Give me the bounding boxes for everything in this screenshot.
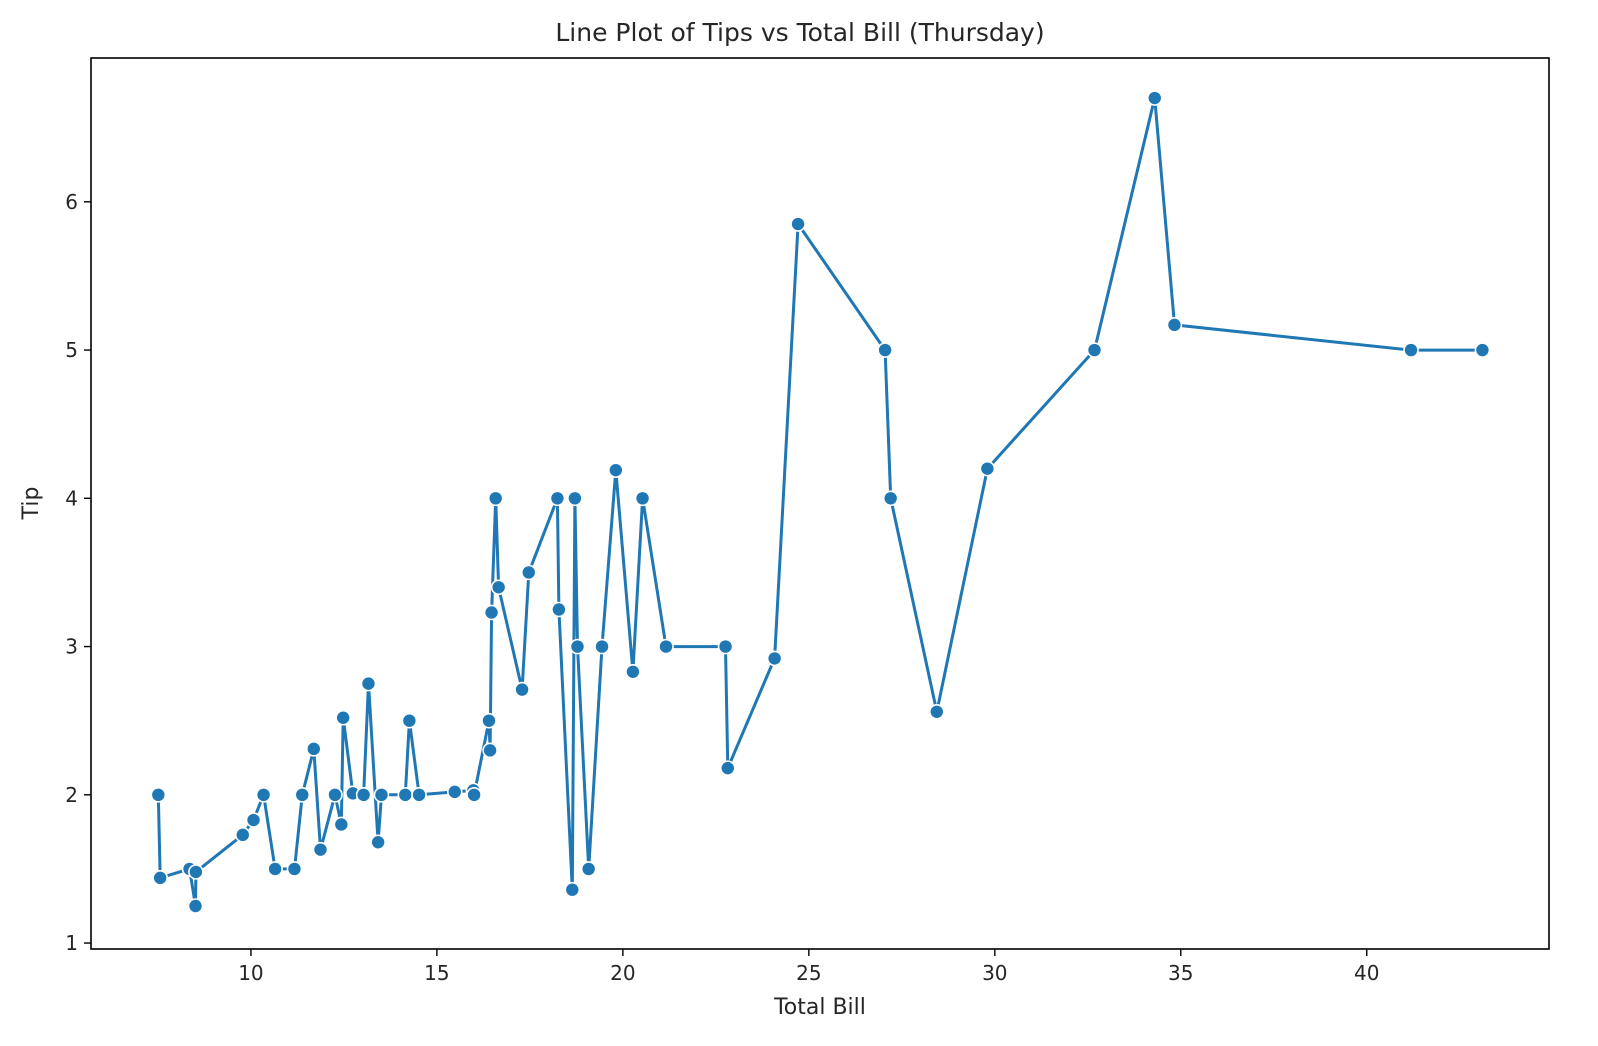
y-tick-label: 5 <box>65 338 78 362</box>
data-point <box>564 881 581 898</box>
data-point <box>401 712 418 729</box>
data-point <box>580 861 597 877</box>
data-point <box>150 787 167 803</box>
data-point <box>355 787 372 803</box>
data-point <box>567 490 583 507</box>
y-tick-label: 2 <box>65 783 78 807</box>
data-point <box>370 834 386 851</box>
data-point <box>790 216 806 232</box>
x-axis-label: Total Bill <box>773 995 866 1020</box>
data-point <box>1403 342 1419 358</box>
data-point <box>569 638 586 655</box>
x-tick-label: 15 <box>424 961 449 985</box>
data-point <box>446 784 463 800</box>
data-point <box>411 787 427 803</box>
data-point <box>483 604 500 621</box>
data-point <box>625 663 641 680</box>
data-point <box>245 812 262 828</box>
data-point <box>877 342 893 358</box>
data-point <box>397 787 414 803</box>
data-point <box>373 787 390 803</box>
x-tick-label: 35 <box>1168 961 1193 985</box>
x-tick-label: 10 <box>238 961 263 985</box>
y-tick-label: 4 <box>65 486 78 510</box>
data-point <box>286 861 303 877</box>
data-point <box>928 703 945 720</box>
data-point <box>187 898 204 914</box>
data-point <box>327 787 343 803</box>
data-point <box>1166 317 1183 333</box>
y-tick-label: 3 <box>65 635 78 659</box>
y-tick-label: 6 <box>65 190 78 214</box>
data-point <box>634 490 651 507</box>
data-point <box>255 787 272 803</box>
data-point <box>719 760 736 776</box>
data-point <box>267 861 283 877</box>
axes-frame <box>90 57 1550 950</box>
data-point <box>717 638 734 655</box>
x-tick-label: 30 <box>982 961 1007 985</box>
chart-title: Line Plot of Tips vs Total Bill (Thursda… <box>555 18 1044 47</box>
data-point <box>335 709 351 726</box>
x-tick-label: 25 <box>796 961 821 985</box>
y-axis-label: Tip <box>19 487 44 521</box>
data-point <box>608 462 624 478</box>
data-point <box>658 638 674 655</box>
data-point <box>882 490 899 507</box>
data-point <box>188 864 204 880</box>
x-axis: 10 15 20 25 30 35 40 <box>238 949 1379 985</box>
data-point <box>305 741 322 757</box>
data-point <box>1474 342 1491 358</box>
data-point <box>1146 90 1163 106</box>
data-point <box>514 681 530 698</box>
data-point <box>294 787 311 803</box>
data-point <box>312 841 329 858</box>
data-point <box>333 816 350 833</box>
data-point <box>466 787 482 803</box>
data-point <box>482 742 498 759</box>
data-point <box>766 650 783 667</box>
y-tick-label: 1 <box>65 931 78 955</box>
data-point <box>594 638 610 655</box>
data-point <box>490 579 507 596</box>
y-axis: 1 2 3 4 5 6 <box>65 190 91 955</box>
data-point <box>152 870 168 886</box>
plot-area <box>150 90 1491 914</box>
data-point <box>360 675 377 692</box>
data-point <box>1086 342 1103 358</box>
data-point <box>234 827 251 843</box>
series-line <box>156 96 1483 908</box>
data-point <box>549 490 566 507</box>
x-tick-label: 40 <box>1354 961 1379 985</box>
data-point <box>551 601 567 618</box>
data-point <box>481 712 497 729</box>
data-point <box>979 460 996 477</box>
data-point <box>520 564 537 581</box>
data-point <box>487 490 504 507</box>
x-tick-label: 20 <box>610 961 635 985</box>
